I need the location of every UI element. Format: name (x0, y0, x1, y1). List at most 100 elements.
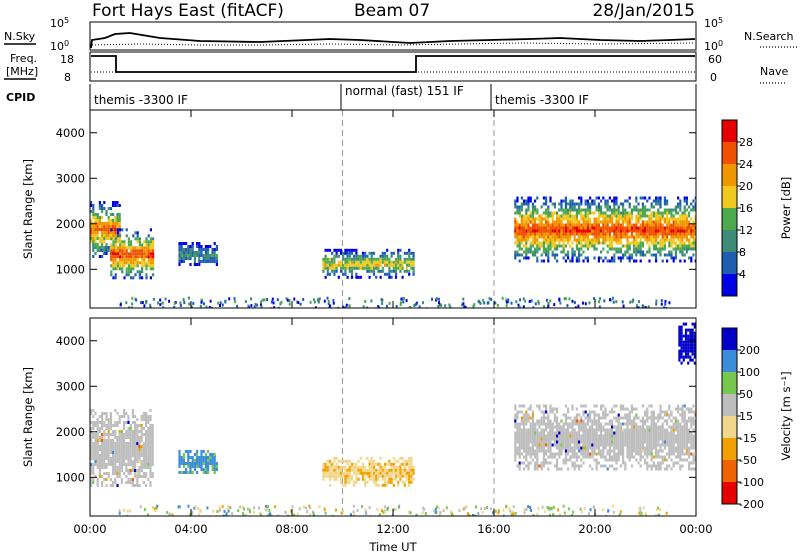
scatter-cell (494, 509, 497, 513)
scatter-cell (655, 443, 658, 447)
scatter-cell (597, 259, 600, 263)
scatter-cell (661, 241, 664, 245)
scatter-cell (547, 461, 550, 465)
scatter-cell (575, 455, 578, 459)
scatter-cell (652, 464, 655, 468)
scatter-cell (114, 469, 117, 472)
scatter-cell (641, 223, 644, 227)
scatter-cell (589, 238, 592, 242)
scatter-cell (690, 232, 693, 236)
scatter-cell (366, 456, 369, 460)
scatter-cell (540, 431, 543, 435)
scatter-cell (276, 298, 279, 302)
scatter-cell (690, 407, 693, 411)
scatter-cell (90, 228, 93, 231)
scatter-cell (145, 421, 148, 424)
scatter-cell (638, 511, 641, 515)
scatter-cell (569, 455, 572, 459)
scatter-cell (692, 205, 695, 209)
y-tick-label: 4000 (56, 334, 85, 348)
scatter-cell (564, 437, 567, 441)
scatter-cell (617, 226, 620, 230)
scatter-cell (582, 452, 585, 456)
scatter-cell (339, 477, 343, 481)
scatter-cell (337, 248, 340, 252)
scatter-cell (520, 422, 523, 426)
scatter-cell (630, 419, 633, 423)
scatter-cell (96, 234, 99, 237)
scatter-cell (688, 431, 691, 435)
scatter-cell (611, 238, 614, 242)
scatter-cell (540, 443, 543, 447)
scatter-cell (120, 433, 123, 436)
scatter-cell (94, 448, 97, 451)
scatter-cell (580, 223, 583, 227)
scatter-cell (540, 416, 543, 420)
scatter-cell (571, 247, 574, 251)
scatter-cell (564, 199, 567, 203)
scatter-cell (379, 269, 382, 273)
scatter-cell (350, 474, 354, 478)
scatter-cell (694, 196, 696, 200)
scatter-cell (639, 509, 642, 513)
scatter-cell (94, 463, 97, 466)
scatter-cell (386, 304, 388, 308)
scatter-cell (655, 226, 658, 230)
scatter-cell (655, 199, 658, 203)
scatter-cell (178, 471, 181, 474)
scatter-cell (366, 480, 369, 484)
scatter-cell (394, 507, 397, 511)
scatter-cell (101, 255, 104, 258)
scatter-cell (525, 455, 528, 459)
scatter-cell (677, 217, 680, 221)
scatter-cell (497, 511, 500, 515)
scatter-cell (260, 513, 263, 516)
scatter-cell (103, 201, 106, 204)
scatter-cell (381, 266, 384, 270)
scatter-cell (112, 228, 115, 231)
scatter-cell (591, 434, 594, 438)
scatter-cell (103, 433, 106, 436)
scatter-cell (339, 263, 343, 267)
near-range-scatter (119, 296, 671, 308)
scatter-cell (595, 437, 598, 441)
scatter-cell (142, 412, 145, 415)
scatter-cell (668, 223, 671, 227)
scatter-cell (567, 214, 570, 218)
scatter-cell (540, 464, 543, 468)
scatter-cell (589, 217, 592, 221)
scatter-cell (125, 273, 128, 277)
scatter-cell (604, 235, 607, 239)
scatter-cell (639, 259, 642, 263)
scatter-cell (451, 513, 454, 516)
scatter-cell (622, 431, 625, 435)
scatter-cell (628, 416, 631, 420)
scatter-cell (613, 199, 616, 203)
scatter-cell (116, 216, 119, 219)
scatter-cell (624, 253, 627, 257)
scatter-cell (520, 452, 523, 456)
scatter-cell (101, 451, 104, 454)
scatter-cell (564, 196, 567, 200)
scatter-cell (205, 305, 208, 308)
scatter-cell (558, 443, 561, 447)
scatter-cell (516, 410, 519, 414)
scatter-cell (672, 238, 675, 242)
scatter-cell (690, 235, 693, 239)
scatter-cell (536, 404, 539, 408)
scatter-cell (644, 461, 647, 465)
scatter-cell (159, 303, 162, 307)
scatter-cell (551, 229, 554, 233)
scatter-cell (571, 431, 574, 435)
scatter-cell (562, 208, 565, 212)
scatter-cell (529, 226, 532, 230)
scatter-cell (241, 505, 244, 509)
scatter-cell (149, 255, 152, 259)
scatter-cell (207, 251, 210, 254)
scatter-cell (670, 214, 673, 218)
scatter-cell (397, 248, 400, 252)
scatter-cell (149, 460, 152, 463)
scatter-cell (635, 428, 638, 432)
scatter-cell (173, 305, 176, 308)
